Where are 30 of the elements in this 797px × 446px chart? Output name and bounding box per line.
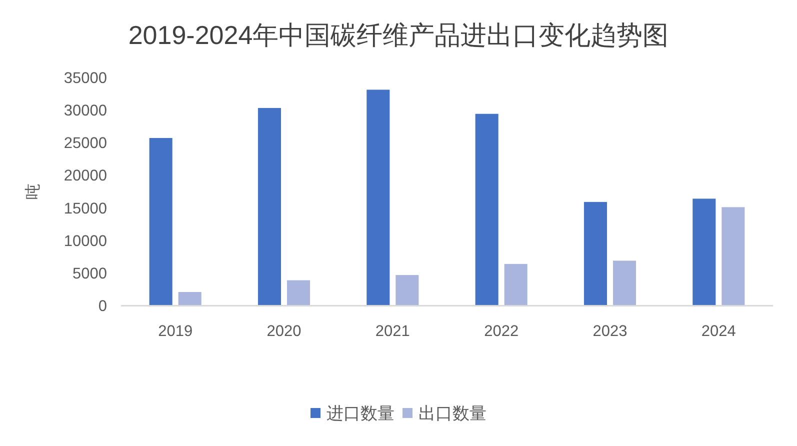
y-tick-label: 10000 — [64, 232, 108, 250]
y-tick-label: 35000 — [64, 70, 108, 87]
x-tick-label: 2023 — [592, 323, 628, 340]
legend-label: 出口数量 — [418, 404, 486, 423]
legend-label: 进口数量 — [326, 404, 394, 423]
x-tick-label: 2021 — [375, 323, 410, 340]
bar — [366, 90, 390, 306]
x-tick-label: 2024 — [701, 323, 736, 340]
chart-title: 2019-2024年中国碳纤维产品进出口变化趋势图 — [128, 20, 669, 50]
bar — [286, 280, 310, 306]
bar — [258, 108, 282, 306]
y-tick-label: 25000 — [64, 135, 108, 152]
bar — [504, 264, 528, 306]
bar — [722, 207, 745, 306]
y-tick-label: 0 — [98, 298, 108, 316]
bar — [396, 275, 419, 306]
bar — [584, 202, 608, 306]
y-axis-title: 吨 — [24, 184, 42, 200]
x-tick-label: 2019 — [158, 323, 193, 340]
y-tick-label: 30000 — [64, 102, 108, 120]
bar — [149, 138, 172, 306]
x-tick-label: 2022 — [484, 323, 519, 340]
y-tick-label: 5000 — [72, 266, 108, 283]
y-tick-label: 20000 — [64, 168, 108, 185]
bar — [692, 198, 716, 306]
bar — [612, 260, 636, 306]
bar — [178, 292, 202, 306]
x-tick-label: 2020 — [266, 323, 302, 340]
y-tick-label: 15000 — [64, 200, 108, 218]
bar — [475, 114, 498, 306]
